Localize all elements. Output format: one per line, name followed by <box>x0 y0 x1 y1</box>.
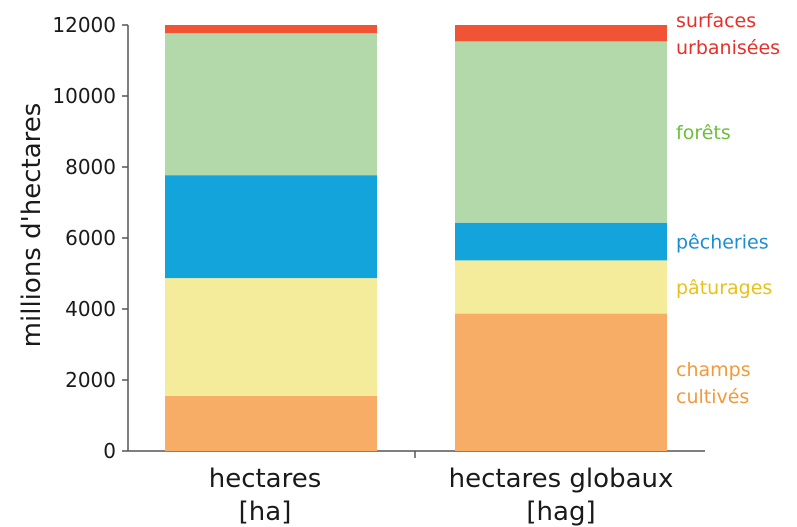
y-tick-label: 12000 <box>52 13 116 37</box>
category-label: hectares globaux <box>449 464 674 494</box>
y-tick-label: 6000 <box>65 226 116 250</box>
series-label: forêts <box>676 122 731 144</box>
bar-segment <box>455 222 667 261</box>
bar-segment <box>455 41 667 223</box>
y-tick-label: 4000 <box>65 297 116 321</box>
category-unit-label: [hag] <box>526 497 595 527</box>
bar-segment <box>455 260 667 314</box>
category-label: hectares <box>209 464 322 494</box>
y-tick-label: 10000 <box>52 84 116 108</box>
bar-segment <box>165 175 377 279</box>
series-label: surfaces <box>676 10 756 32</box>
bar-segment <box>165 33 377 176</box>
bar-segment <box>455 25 667 42</box>
category-unit-label: [ha] <box>239 497 292 527</box>
y-tick-label: 2000 <box>65 368 116 392</box>
series-label: urbanisées <box>676 37 780 59</box>
bar-segment <box>165 278 377 396</box>
series-label: pêcheries <box>676 232 769 254</box>
series-label: champs <box>676 359 751 381</box>
bar-segment <box>165 25 377 34</box>
y-tick-label: 0 <box>103 439 116 463</box>
bar-segment <box>455 313 667 451</box>
bar-segment <box>165 395 377 451</box>
y-tick-label: 8000 <box>65 155 116 179</box>
series-label: cultivés <box>676 386 749 408</box>
series-label: pâturages <box>676 277 772 299</box>
y-axis-label: millions d'hectares <box>17 103 47 348</box>
